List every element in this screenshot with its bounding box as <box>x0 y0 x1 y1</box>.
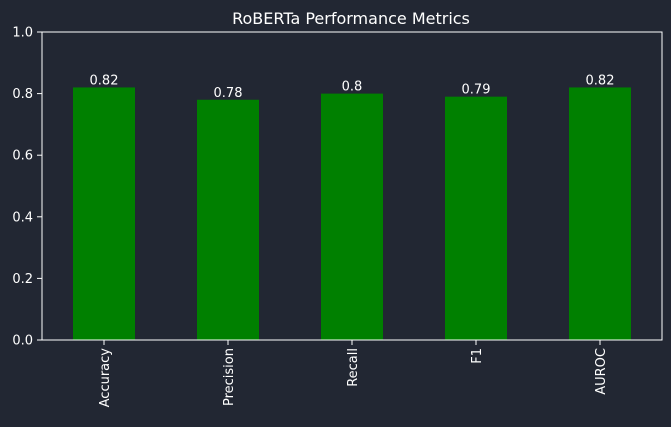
y-tick-label: 0.2 <box>12 272 33 287</box>
data-label-precision: 0.78 <box>214 86 243 101</box>
y-tick-label: 0.8 <box>12 87 33 102</box>
data-label-accuracy: 0.82 <box>90 73 119 88</box>
y-tick-label: 1.0 <box>12 26 33 41</box>
x-tick-label-f1: F1 <box>470 348 485 364</box>
y-tick-label: 0.6 <box>12 149 33 164</box>
bar-recall <box>321 93 383 340</box>
x-tick-label-auroc: AUROC <box>594 348 609 395</box>
data-label-f1: 0.79 <box>462 83 491 98</box>
plot-frame <box>41 31 663 341</box>
x-tick-label-recall: Recall <box>346 348 361 387</box>
data-label-auroc: 0.82 <box>586 73 615 88</box>
x-tick-label-precision: Precision <box>222 348 237 406</box>
plot-area: 0.82 Accuracy 0.78 Precision 0.8 Recall 0.79 F1… <box>12 26 663 408</box>
bar-precision <box>197 99 259 340</box>
y-tick-label: 0.4 <box>12 210 33 225</box>
y-tick-label: 0.0 <box>12 334 33 349</box>
bar-auroc <box>569 87 631 340</box>
x-tick-label-accuracy: Accuracy <box>98 348 113 408</box>
bar-f1 <box>445 96 507 341</box>
chart-title: RoBERTa Performance Metrics <box>232 9 470 28</box>
bar-accuracy <box>73 87 135 340</box>
data-label-recall: 0.8 <box>342 80 363 95</box>
